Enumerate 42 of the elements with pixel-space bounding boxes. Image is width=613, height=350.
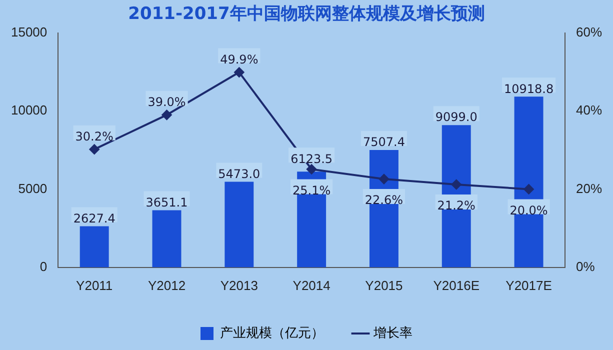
point [378,174,389,184]
data-label: 3651.1 [146,195,188,210]
x-tick-label: Y2017E [506,278,552,293]
data-label: 25.1% [292,183,331,198]
y2-tick-label: 40% [576,102,602,118]
x-tick-label: Y2013 [220,278,258,293]
point [524,184,534,194]
point [234,67,244,78]
bar [80,226,109,268]
x-tick-label: Y2015 [365,278,403,293]
y-tick-label: 10000 [10,102,48,118]
x-tick-label: Y2011 [76,278,113,293]
x-tick-label: Y2016E [433,278,480,293]
point [306,164,317,174]
chart-title: 2011-2017年中国物联网整体规模及增长预测 [127,3,486,25]
data-label: 9099.0 [435,110,478,124]
data-label: 22.6% [364,193,404,208]
y-tick-label: 0 [40,258,48,274]
y2-tick-label: 60% [576,24,602,40]
data-label: 2627.4 [73,211,116,226]
bar [152,210,182,268]
data-label: 21.2% [437,198,476,213]
y2-tick-label: 0% [576,258,596,274]
bar [224,182,254,268]
data-label: 6123.5 [290,152,333,166]
data-label: 39.0% [148,95,186,110]
x-tick-label: Y2012 [148,278,186,293]
data-label: 49.9% [220,52,258,66]
point [162,110,172,120]
data-label: 30.2% [75,129,114,144]
point [89,144,100,154]
y-tick-label: 15000 [10,24,48,40]
data-label: 7507.4 [362,135,405,150]
legend-label: 产业规模（亿元） [220,325,324,340]
data-label: 10918.8 [504,82,554,96]
data-label: 5473.0 [218,166,260,181]
x-tick-label: Y2014 [292,278,330,293]
legend-label: 增长率 [372,325,412,340]
point [451,180,462,190]
y2-tick-label: 20% [576,180,602,196]
data-label: 20.0% [510,203,548,218]
y-tick-label: 5000 [18,180,48,196]
